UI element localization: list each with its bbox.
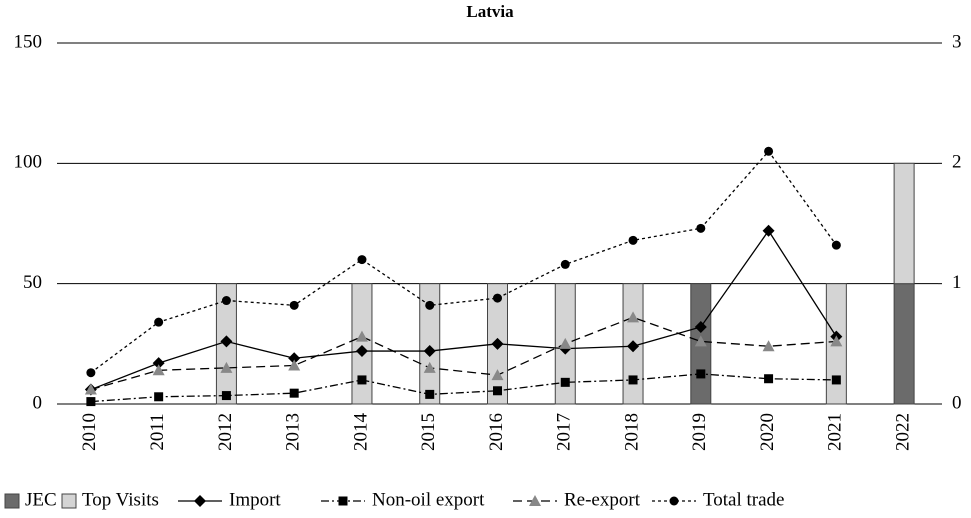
- legend-item: JEC: [4, 489, 57, 510]
- marker: [357, 255, 367, 265]
- bar: [893, 283, 915, 405]
- marker: [627, 311, 640, 323]
- marker: [762, 340, 775, 352]
- marker: [628, 375, 638, 385]
- marker: [289, 300, 299, 310]
- bar: [351, 283, 373, 405]
- legend-label: JEC: [25, 489, 57, 510]
- legend-label: Total trade: [703, 489, 785, 510]
- marker: [764, 374, 774, 384]
- line: [90, 316, 837, 391]
- x-tick-label: 2015: [418, 413, 439, 451]
- legend-item: Total trade: [652, 489, 785, 510]
- marker: [194, 495, 206, 507]
- x-tick-label: 2018: [621, 413, 642, 451]
- x-tick-label: 2014: [350, 413, 371, 452]
- x-tick-label: 2022: [892, 413, 913, 451]
- marker: [491, 369, 504, 381]
- marker: [152, 364, 165, 376]
- marker: [355, 345, 368, 358]
- marker: [696, 369, 706, 379]
- marker: [221, 296, 231, 306]
- marker: [694, 320, 707, 333]
- y-tick-label: 50: [23, 272, 42, 293]
- marker: [425, 389, 435, 399]
- legend-swatch: [4, 493, 20, 509]
- x-tick-label: 2010: [79, 413, 100, 451]
- marker: [288, 352, 301, 365]
- y-tick-label: 100: [14, 152, 43, 173]
- marker: [425, 300, 435, 310]
- marker: [627, 340, 640, 353]
- marker: [86, 368, 96, 378]
- marker: [220, 335, 233, 348]
- marker: [288, 359, 301, 371]
- marker: [86, 397, 96, 407]
- legend-swatch: [61, 493, 77, 509]
- marker: [423, 345, 436, 358]
- marker: [355, 330, 368, 342]
- marker: [154, 317, 164, 327]
- marker: [529, 495, 541, 506]
- x-tick-label: 2016: [486, 413, 507, 451]
- marker: [560, 377, 570, 387]
- y2-tick-label: 3: [952, 31, 962, 52]
- x-tick-label: 2011: [147, 413, 168, 450]
- legend-item: Re-export: [513, 489, 641, 510]
- marker: [220, 361, 233, 373]
- marker: [696, 223, 706, 233]
- x-tick-label: 2021: [825, 413, 846, 451]
- legend-label: Import: [229, 489, 281, 510]
- y2-tick-label: 2: [952, 152, 962, 173]
- marker: [762, 224, 775, 237]
- legend-item: Import: [178, 489, 281, 510]
- marker: [84, 383, 97, 395]
- legend-label: Re-export: [564, 489, 641, 510]
- bar: [419, 283, 441, 405]
- marker: [493, 293, 502, 303]
- x-tick-label: 2020: [757, 413, 778, 451]
- marker: [152, 357, 165, 370]
- marker: [831, 240, 841, 250]
- legend-label: Non-oil export: [372, 489, 485, 510]
- legend-item: Non-oil export: [321, 489, 485, 510]
- line: [90, 229, 837, 391]
- legend-item: Top Visits: [61, 489, 159, 510]
- x-tick-label: 2019: [689, 413, 710, 451]
- marker: [493, 386, 502, 396]
- marker: [221, 391, 231, 401]
- marker: [628, 235, 638, 245]
- marker: [560, 259, 570, 269]
- marker: [694, 335, 707, 347]
- marker: [491, 337, 504, 350]
- y-tick-label: 0: [33, 392, 43, 413]
- marker: [831, 375, 841, 385]
- y-tick-label: 150: [14, 31, 43, 52]
- y2-tick-label: 1: [952, 272, 962, 293]
- x-tick-label: 2012: [215, 413, 236, 451]
- marker: [289, 388, 299, 398]
- chart-title: Latvia: [466, 2, 514, 21]
- marker: [764, 146, 774, 156]
- marker: [830, 335, 843, 347]
- x-tick-label: 2017: [554, 413, 575, 451]
- marker: [559, 337, 572, 349]
- marker: [669, 496, 679, 506]
- marker: [357, 375, 367, 385]
- x-tick-label: 2013: [283, 413, 304, 451]
- line: [90, 373, 837, 403]
- marker: [154, 392, 164, 402]
- line: [90, 150, 837, 374]
- marker: [338, 496, 348, 506]
- y2-tick-label: 0: [952, 392, 962, 413]
- bar: [893, 162, 915, 285]
- marker: [423, 361, 436, 373]
- legend-label: Top Visits: [82, 489, 159, 510]
